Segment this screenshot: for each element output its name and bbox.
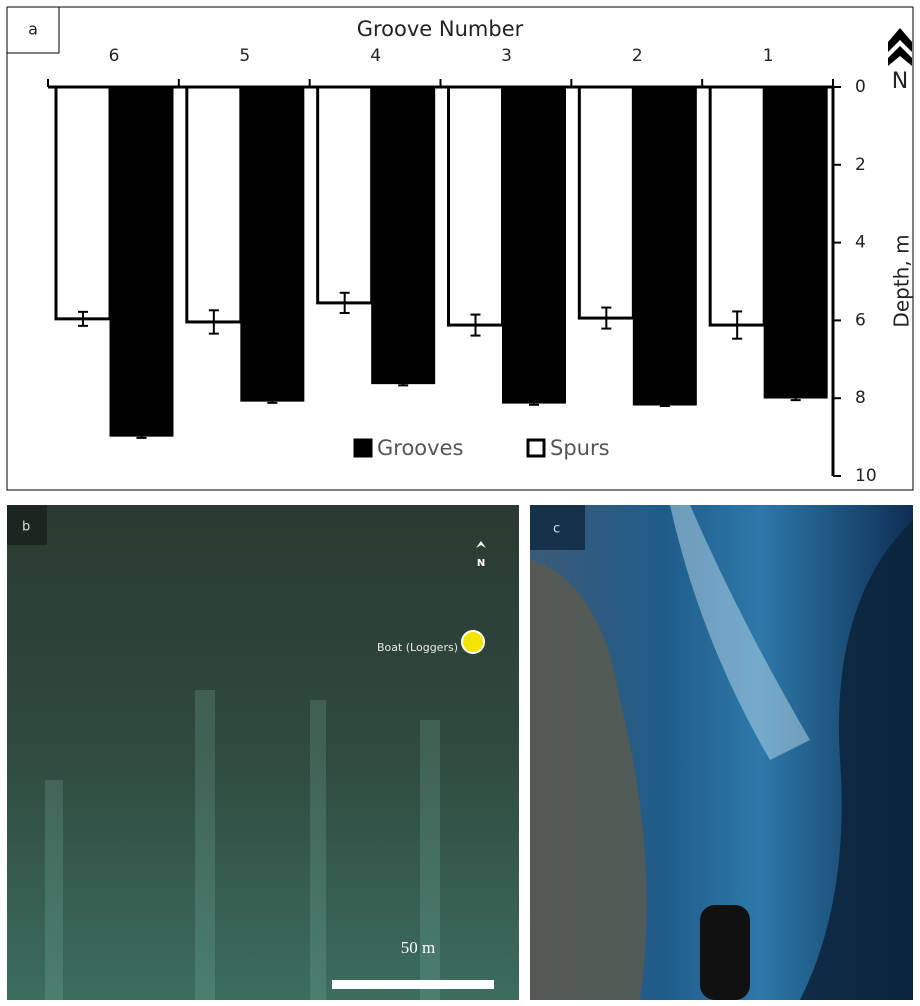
panel-label: a [28, 20, 38, 39]
north-label: N [477, 558, 485, 569]
bar [56, 87, 110, 319]
x-tick-label: 6 [109, 46, 120, 66]
figure: a Groove Number Depth, m N b N Boat (Log… [0, 0, 920, 1002]
legend-swatch [528, 440, 544, 456]
bar [710, 87, 764, 325]
bar [504, 87, 565, 402]
y-tick-label: 2 [855, 155, 866, 175]
chart-title: Groove Number [357, 17, 524, 41]
bar [187, 87, 241, 322]
legend-label: Spurs [550, 436, 610, 460]
x-tick-label: 3 [501, 46, 512, 66]
bar [318, 87, 372, 303]
x-tick-label: 2 [632, 46, 643, 66]
bar [242, 87, 303, 400]
panel-label: b [22, 520, 30, 535]
legend-label: Grooves [377, 436, 463, 460]
y-tick-label: 0 [855, 77, 866, 97]
bar [373, 87, 434, 383]
y-tick-label: 8 [855, 388, 866, 408]
diver [700, 905, 750, 1000]
y-axis-label: Depth, m [890, 234, 914, 327]
aerial-photo [7, 505, 519, 1000]
x-tick-label: 1 [763, 46, 774, 66]
boat-marker [462, 631, 484, 653]
bar [449, 87, 503, 325]
bar [634, 87, 695, 404]
scale-label: 50 m [401, 938, 435, 957]
scale-bar [332, 980, 494, 989]
north-label: N [892, 69, 908, 94]
x-tick-label: 4 [370, 46, 381, 66]
panel-label: c [553, 522, 560, 537]
bar [765, 87, 826, 397]
page: {"chart_data": {"type": "bar", "panel_la… [0, 0, 920, 1002]
y-tick-label: 10 [855, 466, 877, 486]
bar [111, 87, 172, 435]
bar [579, 87, 633, 318]
annotation: Boat (Loggers) [377, 641, 458, 654]
y-tick-label: 4 [855, 233, 866, 253]
x-tick-label: 5 [239, 46, 250, 66]
legend-swatch [355, 440, 371, 456]
y-tick-label: 6 [855, 310, 866, 330]
